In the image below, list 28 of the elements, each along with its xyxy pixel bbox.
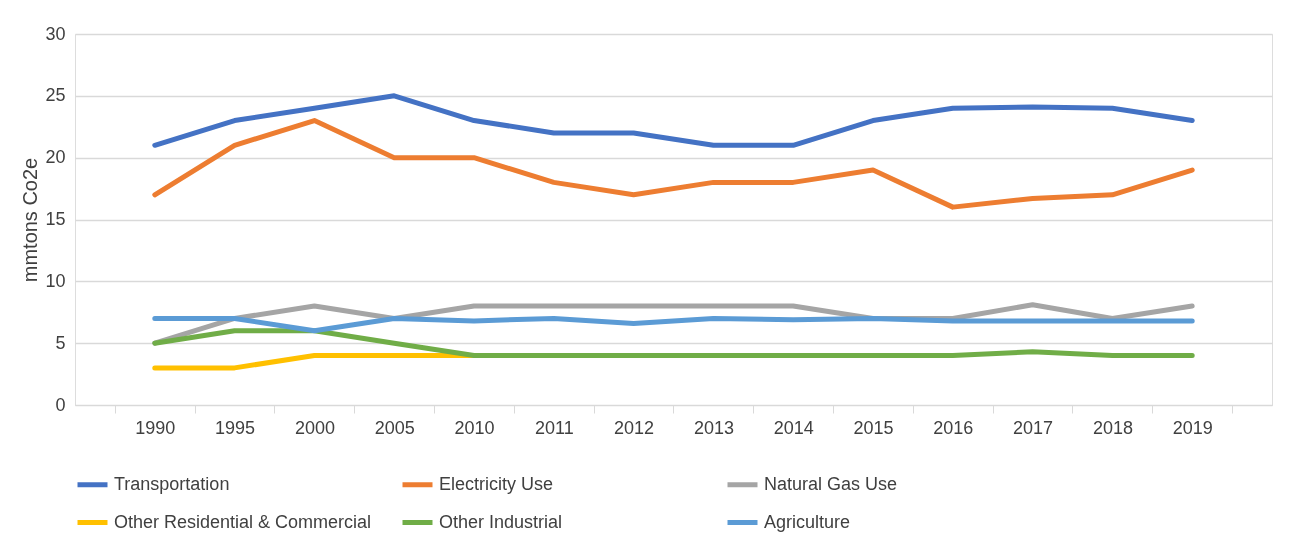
x-tick-label: 2000 [294,417,335,438]
x-tick-label: 2019 [1172,417,1213,438]
y-tick-label: 20 [45,147,66,168]
x-tick-label: 2013 [693,417,734,438]
y-tick-label: 0 [55,394,66,415]
legend-label: Transportation [114,473,230,494]
x-tick-label: 2017 [1013,417,1054,438]
x-tick-label: 2018 [1092,417,1133,438]
x-tick-label: 2011 [534,417,574,438]
y-tick-label: 5 [55,332,66,353]
y-tick-label: 10 [45,270,66,291]
x-tick-label: 2005 [374,417,415,438]
legend-label: Other Industrial [439,511,563,532]
x-tick-label: 2014 [773,417,814,438]
x-tick-label: 2010 [454,417,495,438]
legend-label: Other Residential & Commercial [114,511,372,532]
x-tick-label: 2016 [933,417,974,438]
x-tick-label: 2015 [853,417,894,438]
y-tick-label: 30 [45,23,66,44]
y-tick-label: 15 [45,209,66,229]
legend-label: Natural Gas Use [764,473,898,494]
legend-label: Agriculture [764,511,851,532]
x-tick-label: 1995 [215,417,256,438]
y-tick-label: 25 [45,85,66,106]
y-axis-title: mmtons Co2e [19,157,42,283]
legend-label: Electricity Use [439,473,554,494]
x-tick-label: 1990 [135,417,176,438]
x-tick-label: 2012 [614,417,655,438]
